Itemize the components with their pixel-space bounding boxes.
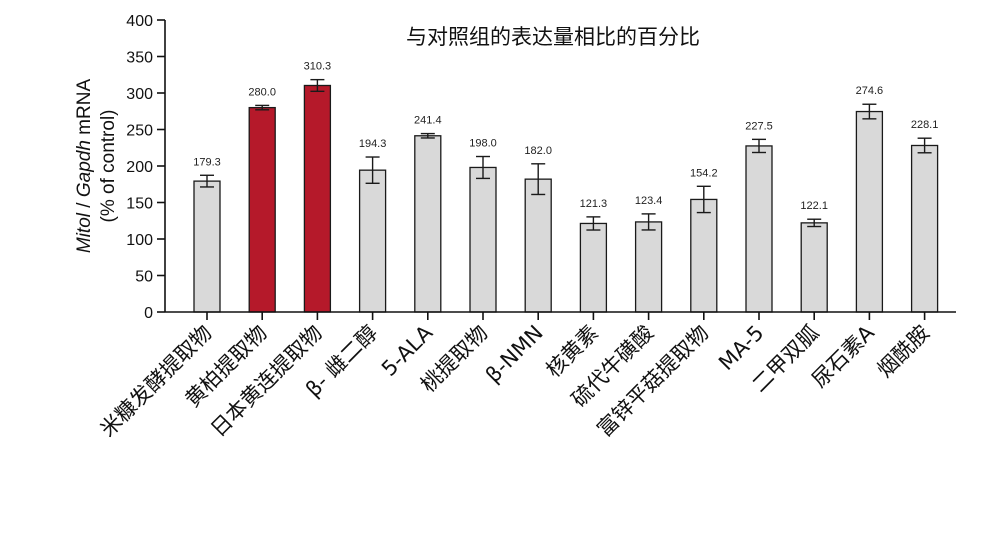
value-label: 179.3 [193,156,221,168]
y-tick-label: 100 [126,232,153,249]
y-tick-label: 300 [126,86,153,103]
value-label: 310.3 [304,61,332,73]
bar-group: 123.4 [634,195,663,313]
bar-group: 122.1 [800,200,828,313]
bar [303,84,332,313]
bar [248,106,276,313]
y-axis-label: Mitol / Gapdh mRNA (% of control) [74,79,119,254]
y-axis: 0 50 100 150 200 250 300 350 400 [126,13,166,322]
bar-group: 227.5 [745,120,773,313]
value-label: 182.0 [524,145,552,157]
category-label: 尿石素A [807,320,879,392]
bar-group: 198.0 [469,138,497,313]
bar-group: 179.3 [193,156,221,313]
y-tick-label: 50 [135,269,153,286]
bar-group: 241.4 [414,115,442,313]
bar [855,110,884,313]
y-tick-label: 150 [126,196,153,213]
value-label: 198.0 [469,138,497,150]
value-label: 241.4 [414,115,442,127]
bar-group: 194.3 [358,138,387,313]
bar [579,222,608,313]
y-tick-label: 400 [126,13,153,30]
value-label: 122.1 [800,200,828,212]
bar [414,135,442,313]
category-label: β-NMN [481,321,548,388]
bar [358,169,387,313]
bar-group: 274.6 [855,85,884,313]
bar-group: 310.3 [303,61,332,313]
bar-group: 280.0 [248,86,276,313]
bar [745,145,773,313]
bar [634,221,663,313]
value-label: 274.6 [856,85,884,97]
bar [690,198,718,313]
y-tick-label: 200 [126,159,153,176]
value-label: 194.3 [359,138,387,150]
value-label: 123.4 [635,195,663,207]
bar-group: 121.3 [579,198,608,313]
bar-group: 182.0 [524,145,552,313]
bar [469,166,497,313]
y-tick-label: 250 [126,123,153,140]
bar [910,144,939,313]
y-tick-label: 350 [126,50,153,67]
category-label: 烟酰胺 [873,321,935,383]
value-label: 228.1 [911,119,939,131]
svg-text:(% of control): (% of control) [98,110,119,223]
bar [193,180,221,313]
bar-group: 228.1 [910,119,939,313]
value-label: 121.3 [580,198,608,210]
bars: 179.3 280.0 310.3 194.3 241.4 198.0 182.0 121.3… [193,61,939,313]
bar-group: 154.2 [690,167,718,313]
value-label: 154.2 [690,167,718,179]
svg-text:Mitol / Gapdh mRNA: Mitol / Gapdh mRNA [74,79,95,254]
value-label: 227.5 [745,120,773,132]
bar [524,178,552,313]
chart-title: 与对照组的表达量相比的百分比 [406,25,700,49]
value-label: 280.0 [248,86,276,98]
y-tick-label: 0 [144,305,153,322]
bar [800,222,828,313]
